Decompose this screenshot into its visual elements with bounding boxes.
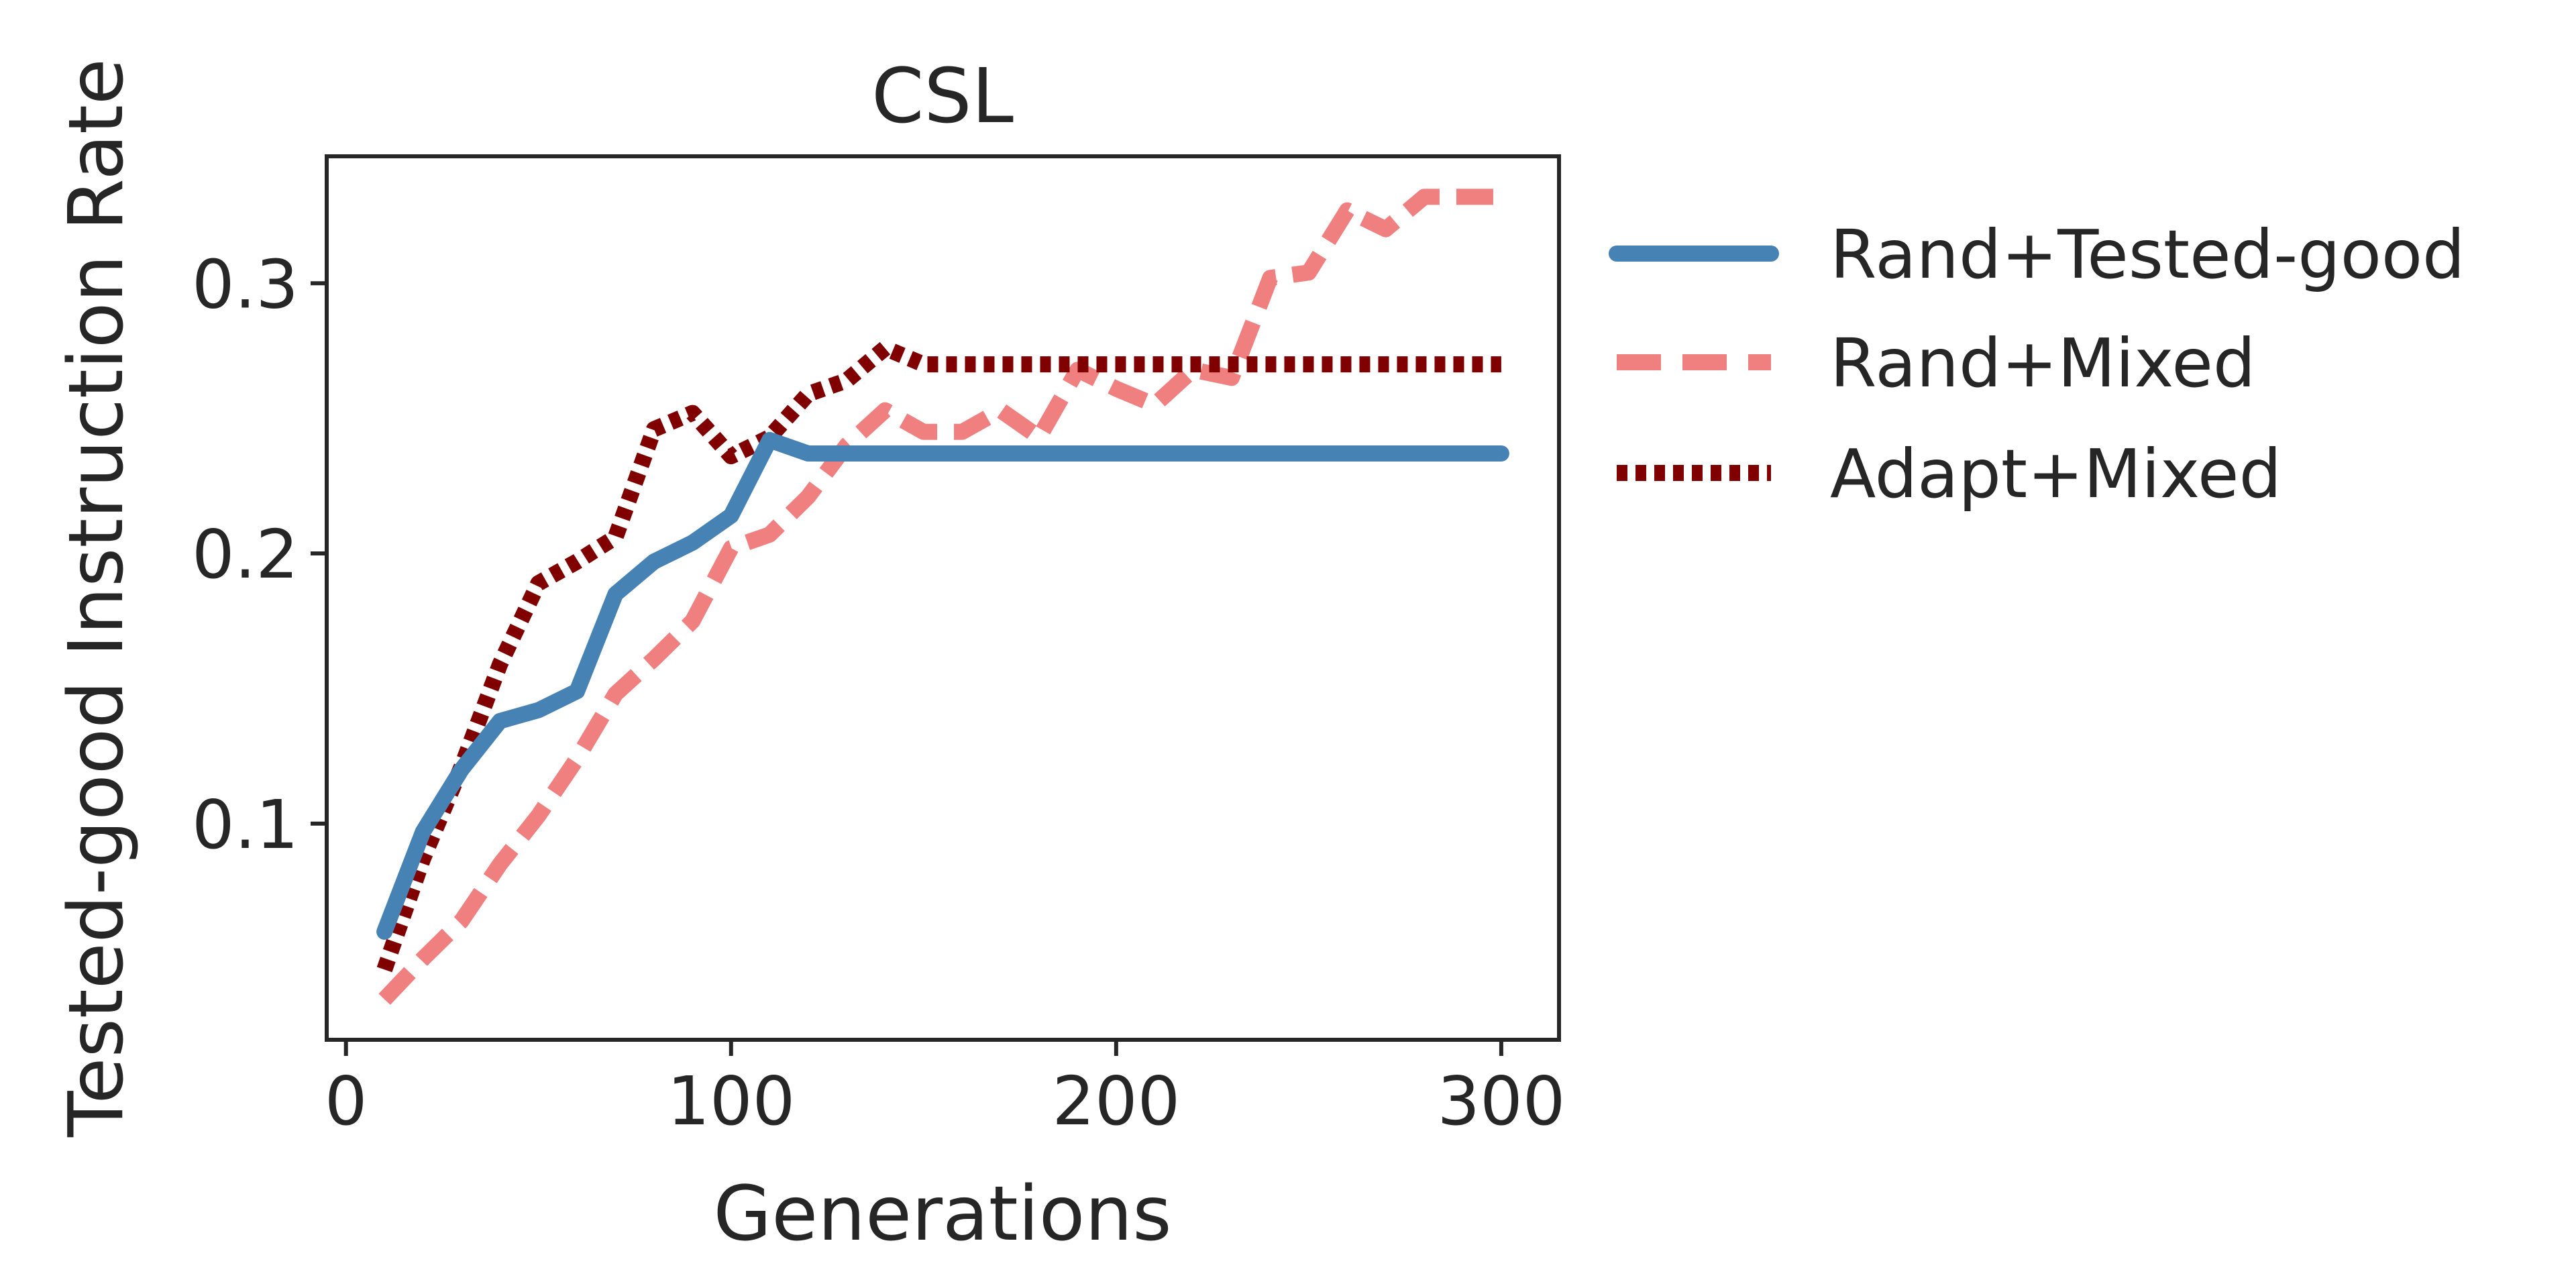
legend-label: Rand+Tested-good bbox=[1830, 215, 2465, 294]
axis-ticks: 0 100 200 300 0.1 0.2 0.3 bbox=[192, 245, 1565, 1140]
x-tick-label: 0 bbox=[325, 1062, 368, 1140]
plot-frame bbox=[325, 154, 1561, 1042]
series-line-adapt-mixed bbox=[376, 340, 1501, 973]
x-tick-label: 200 bbox=[1052, 1062, 1180, 1140]
legend-label: Rand+Mixed bbox=[1830, 324, 2255, 402]
series-line-rand-mixed bbox=[378, 189, 1501, 1005]
y-axis-label: Tested-good Instruction Rate bbox=[53, 58, 140, 1138]
legend-label: Adapt+Mixed bbox=[1830, 435, 2282, 513]
y-tick-label: 0.3 bbox=[192, 245, 299, 323]
legend: Rand+Tested-good Rand+Mixed Adapt+Mixed bbox=[1609, 215, 2465, 513]
series-line-rand-tested-good bbox=[376, 431, 1509, 940]
chart-title: CSL bbox=[871, 53, 1014, 140]
y-tick-label: 0.2 bbox=[192, 515, 299, 594]
x-axis-label: Generations bbox=[713, 1171, 1171, 1258]
x-tick-label: 100 bbox=[667, 1062, 795, 1140]
series-lines bbox=[376, 189, 1509, 1005]
x-tick-label: 300 bbox=[1437, 1062, 1565, 1140]
y-tick-label: 0.1 bbox=[192, 786, 299, 864]
